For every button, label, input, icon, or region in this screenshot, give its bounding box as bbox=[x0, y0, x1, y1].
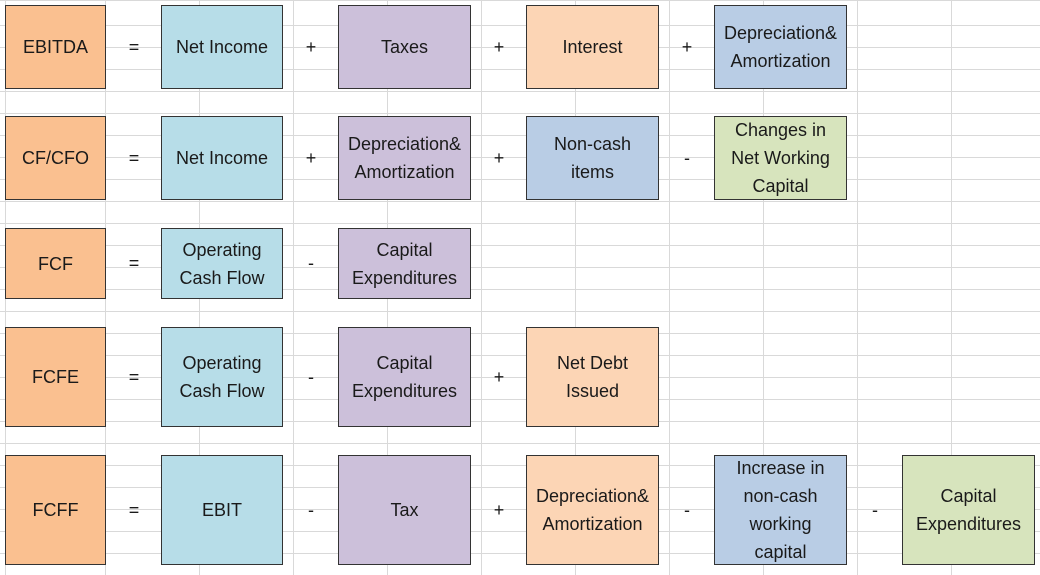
plus-operator: + bbox=[493, 36, 505, 57]
equals-sign: = bbox=[128, 36, 140, 57]
formula-label-ebitda: EBITDA bbox=[5, 5, 106, 89]
term-increase-in-non-cash-working-capital: Increase in non-cash working capital bbox=[714, 455, 847, 565]
plus-operator: + bbox=[493, 499, 505, 520]
minus-operator: - bbox=[308, 499, 314, 520]
term-capital-expenditures: Capital Expenditures bbox=[902, 455, 1035, 565]
minus-operator: - bbox=[308, 253, 314, 273]
term-depreciation-amortization: Depreciation& Amortization bbox=[526, 455, 659, 565]
equals-sign: = bbox=[128, 366, 140, 387]
equals-sign: = bbox=[128, 253, 140, 273]
plus-operator: + bbox=[681, 36, 693, 57]
term-capital-expenditures: Capital Expenditures bbox=[338, 327, 471, 427]
term-operating-cash-flow: Operating Cash Flow bbox=[161, 327, 283, 427]
term-tax: Tax bbox=[338, 455, 471, 565]
formula-label-cf-cfo: CF/CFO bbox=[5, 116, 106, 200]
term-depreciation-amortization: Depreciation& Amortization bbox=[338, 116, 471, 200]
formula-label-fcf: FCF bbox=[5, 228, 106, 299]
term-changes-in-net-working-capital: Changes in Net Working Capital bbox=[714, 116, 847, 200]
term-net-income: Net Income bbox=[161, 116, 283, 200]
plus-operator: + bbox=[305, 36, 317, 57]
minus-operator: - bbox=[872, 499, 878, 520]
term-non-cash-items: Non-cash items bbox=[526, 116, 659, 200]
plus-operator: + bbox=[493, 366, 505, 387]
equals-sign: = bbox=[128, 499, 140, 520]
minus-operator: - bbox=[308, 366, 314, 387]
formula-label-fcff: FCFF bbox=[5, 455, 106, 565]
term-net-income: Net Income bbox=[161, 5, 283, 89]
plus-operator: + bbox=[305, 147, 317, 168]
minus-operator: - bbox=[684, 499, 690, 520]
term-operating-cash-flow: Operating Cash Flow bbox=[161, 228, 283, 299]
term-capital-expenditures: Capital Expenditures bbox=[338, 228, 471, 299]
term-ebit: EBIT bbox=[161, 455, 283, 565]
term-taxes: Taxes bbox=[338, 5, 471, 89]
term-depreciation-amortization: Depreciation& Amortization bbox=[714, 5, 847, 89]
plus-operator: + bbox=[493, 147, 505, 168]
term-net-debt-issued: Net Debt Issued bbox=[526, 327, 659, 427]
minus-operator: - bbox=[684, 147, 690, 168]
equals-sign: = bbox=[128, 147, 140, 168]
term-interest: Interest bbox=[526, 5, 659, 89]
formula-label-fcfe: FCFE bbox=[5, 327, 106, 427]
